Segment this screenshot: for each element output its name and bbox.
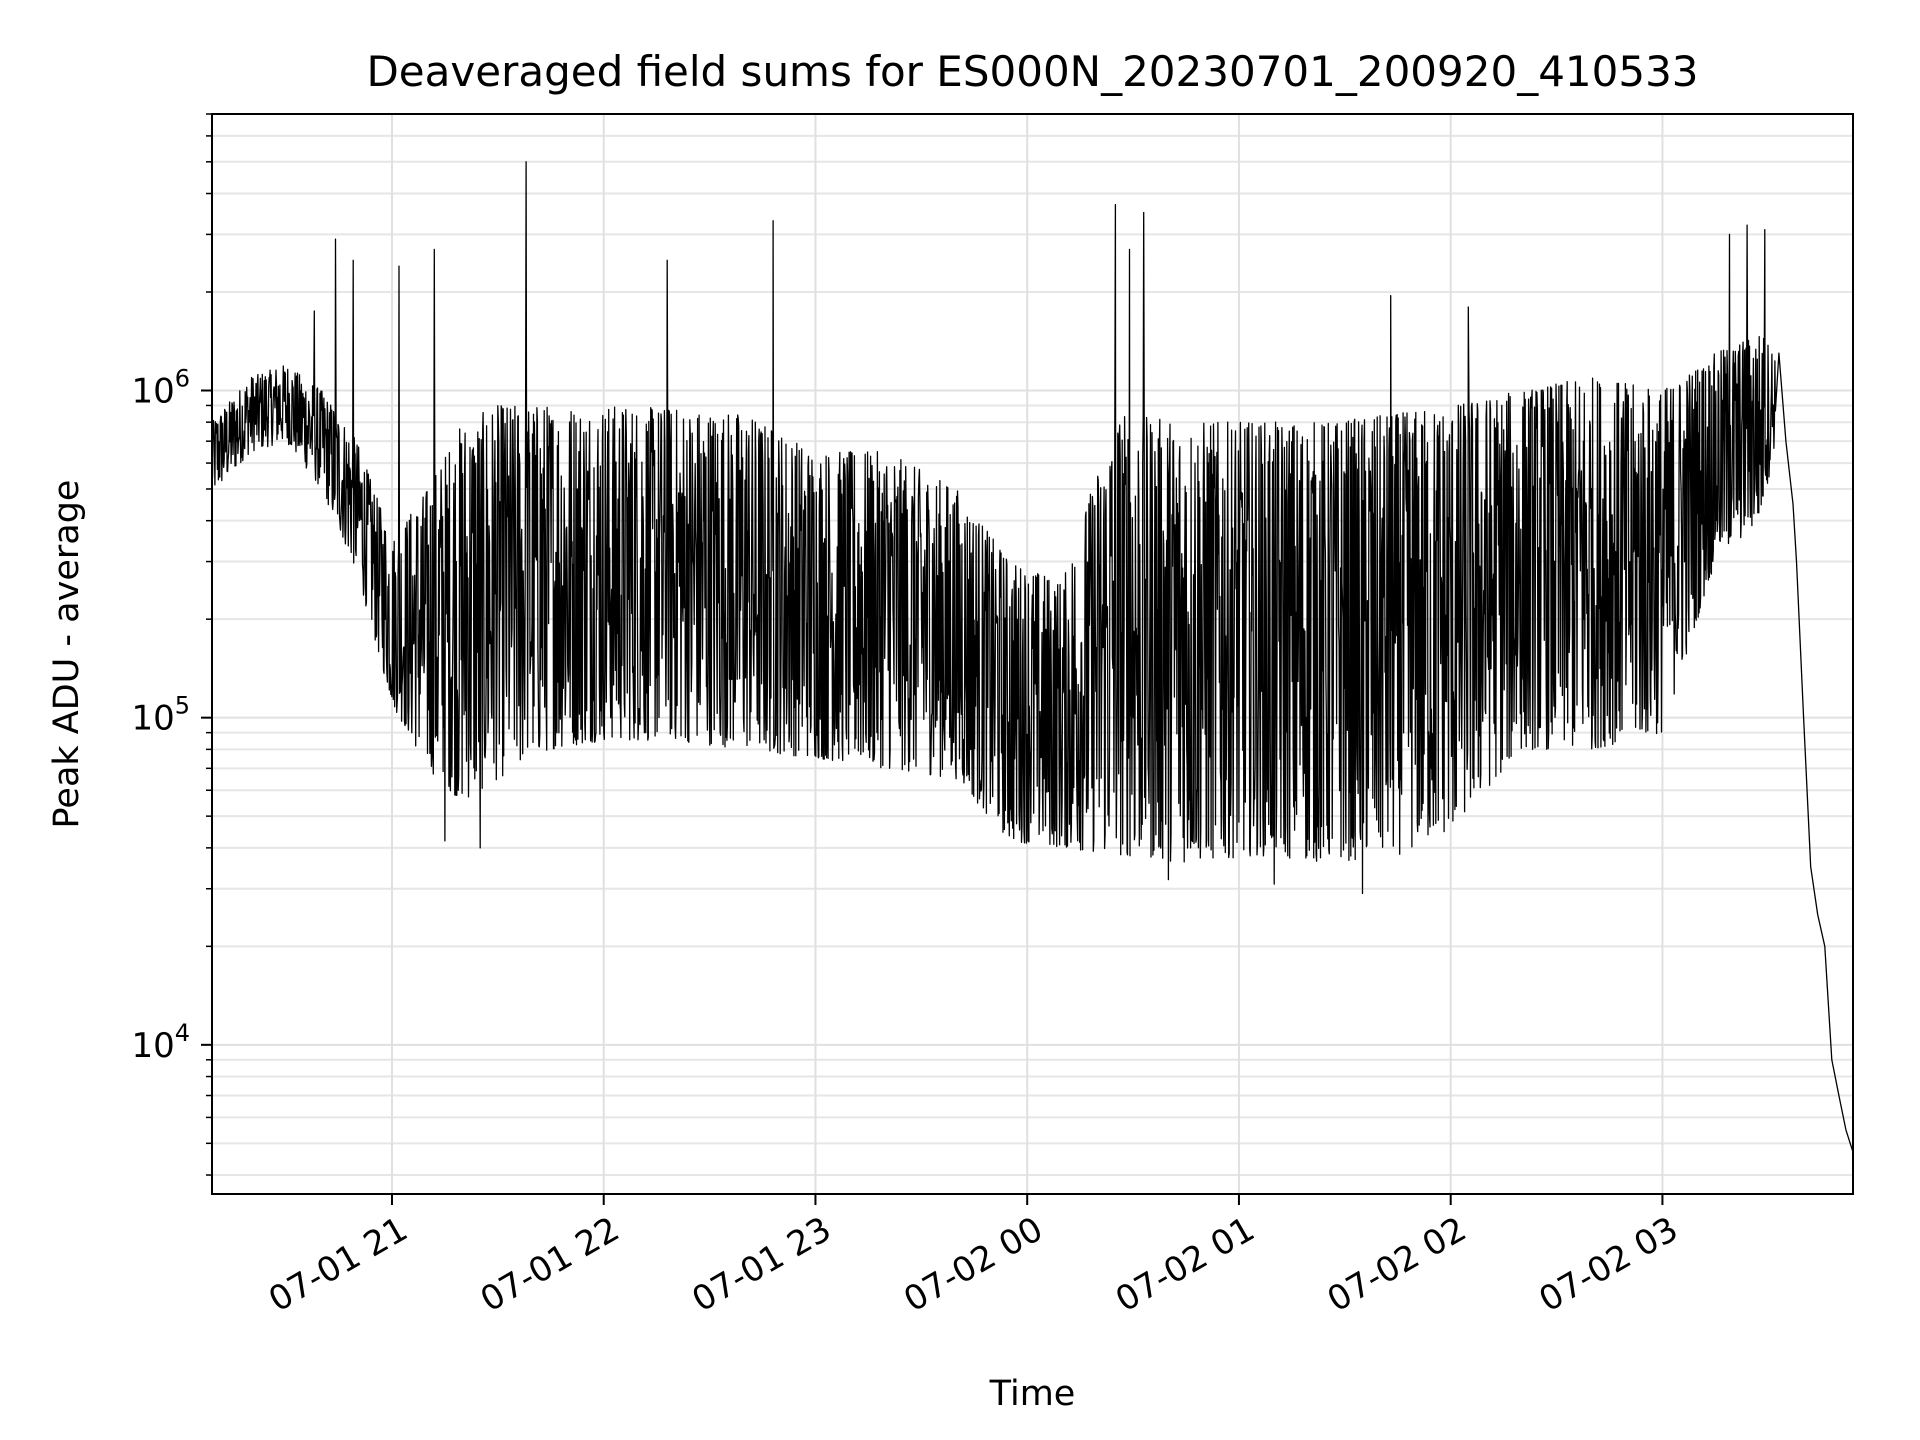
y-tick-label: 104 bbox=[131, 1019, 190, 1066]
y-axis-label: Peak ADU - average bbox=[47, 480, 87, 829]
y-tick-label: 106 bbox=[131, 364, 190, 411]
chart-title: Deaveraged field sums for ES000N_2023070… bbox=[366, 47, 1698, 96]
series-line bbox=[211, 161, 1854, 1153]
plot-frame bbox=[211, 113, 1854, 1195]
y-tick-label-exponent: 6 bbox=[175, 364, 190, 392]
y-tick-label-base: 10 bbox=[131, 371, 174, 411]
y-tick-label: 105 bbox=[131, 692, 190, 739]
data-series bbox=[211, 161, 1854, 1153]
y-tick-label-base: 10 bbox=[131, 699, 174, 739]
y-tick-label-exponent: 5 bbox=[175, 692, 190, 720]
y-tick-label-base: 10 bbox=[131, 1026, 174, 1066]
x-axis-label: Time bbox=[989, 1374, 1076, 1414]
y-tick-label-exponent: 4 bbox=[175, 1019, 190, 1047]
